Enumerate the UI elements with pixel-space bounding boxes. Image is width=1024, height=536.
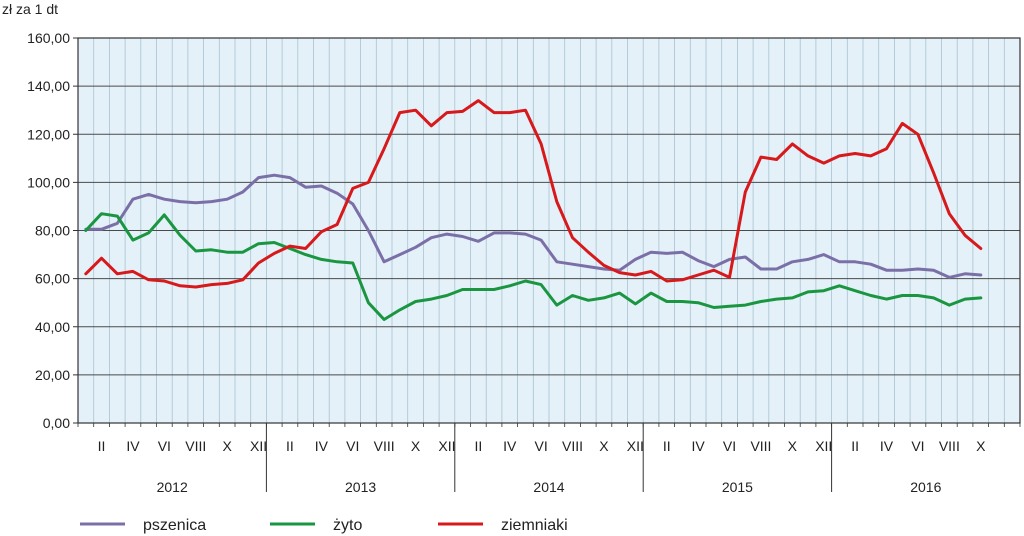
x-month-tick-label: VIII xyxy=(750,438,771,454)
x-month-tick-label: VI xyxy=(535,438,548,454)
x-month-tick-label: X xyxy=(411,438,421,454)
x-month-tick-label: VI xyxy=(723,438,736,454)
y-tick-label: 20,00 xyxy=(35,367,70,383)
x-month-tick-label: X xyxy=(976,438,986,454)
x-month-tick-label: II xyxy=(474,438,482,454)
series-pszenica xyxy=(84,173,983,279)
x-month-tick-label: VIII xyxy=(939,438,960,454)
x-year-label: 2013 xyxy=(345,479,376,495)
x-month-tick-label: VIII xyxy=(374,438,395,454)
x-month-tick-label: VI xyxy=(158,438,171,454)
x-month-tick-label: II xyxy=(286,438,294,454)
y-tick-label: 120,00 xyxy=(27,126,70,142)
y-tick-label: 100,00 xyxy=(27,174,70,190)
x-month-tick-label: IV xyxy=(126,438,140,454)
x-month-tick-label: X xyxy=(222,438,232,454)
y-tick-label: 0,00 xyxy=(43,415,70,431)
x-year-label: 2012 xyxy=(157,479,188,495)
x-month-tick-label: XII xyxy=(438,438,455,454)
x-month-tick-label: II xyxy=(663,438,671,454)
y-axis-unit-label: zł za 1 dt xyxy=(2,1,58,17)
series-line-żyto xyxy=(84,212,983,321)
y-tick-label: 140,00 xyxy=(27,78,70,94)
x-month-tick-label: VI xyxy=(346,438,359,454)
series-ziemniaki xyxy=(84,99,983,289)
x-month-tick-label: XII xyxy=(250,438,267,454)
x-month-tick-label: VIII xyxy=(185,438,206,454)
x-month-tick-label: IV xyxy=(692,438,706,454)
legend-label: ziemniaki xyxy=(501,517,568,534)
x-month-tick-label: VIII xyxy=(562,438,583,454)
x-month-tick-label: X xyxy=(599,438,609,454)
x-year-label: 2014 xyxy=(533,479,564,495)
x-month-tick-label: II xyxy=(851,438,859,454)
y-tick-label: 80,00 xyxy=(35,223,70,239)
y-tick-label: 160,00 xyxy=(27,30,70,46)
legend-item-żyto: żyto xyxy=(270,517,362,534)
legend-item-pszenica: pszenica xyxy=(80,517,206,534)
series-line-ziemniaki xyxy=(84,99,983,289)
x-month-tick-label: II xyxy=(98,438,106,454)
x-month-tick-label: IV xyxy=(315,438,329,454)
y-tick-label: 40,00 xyxy=(35,319,70,335)
legend-label: żyto xyxy=(333,517,362,534)
legend-label: pszenica xyxy=(143,517,206,534)
x-year-label: 2015 xyxy=(722,479,753,495)
series-line-pszenica xyxy=(84,173,983,279)
x-month-tick-label: XII xyxy=(815,438,832,454)
x-month-tick-label: XII xyxy=(627,438,644,454)
x-month-tick-label: IV xyxy=(880,438,894,454)
legend-item-ziemniaki: ziemniaki xyxy=(438,517,568,534)
x-year-label: 2016 xyxy=(910,479,941,495)
y-tick-label: 60,00 xyxy=(35,271,70,287)
x-month-tick-label: X xyxy=(788,438,798,454)
x-month-tick-label: IV xyxy=(503,438,517,454)
x-month-tick-label: VI xyxy=(911,438,924,454)
series-żyto xyxy=(84,212,983,321)
